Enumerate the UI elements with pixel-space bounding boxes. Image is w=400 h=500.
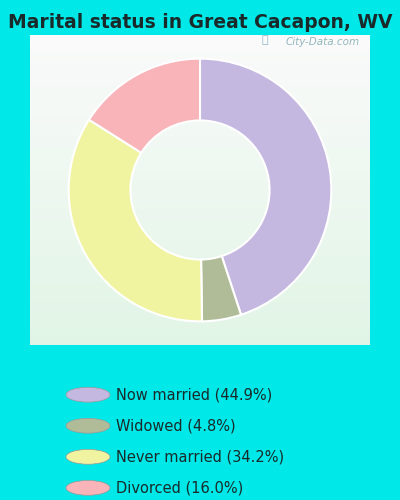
Bar: [30, 256, 370, 260]
Bar: [30, 136, 370, 140]
Text: Widowed (4.8%): Widowed (4.8%): [116, 418, 236, 433]
Wedge shape: [89, 58, 200, 153]
Bar: [30, 148, 370, 152]
Bar: [30, 268, 370, 271]
Bar: [30, 182, 370, 186]
Bar: [30, 86, 370, 89]
Bar: [30, 198, 370, 202]
Text: Marital status in Great Cacapon, WV: Marital status in Great Cacapon, WV: [8, 12, 392, 32]
Bar: [30, 228, 370, 232]
Bar: [30, 252, 370, 256]
Bar: [30, 155, 370, 159]
Bar: [30, 213, 370, 217]
Bar: [30, 310, 370, 314]
Bar: [30, 144, 370, 148]
Bar: [30, 186, 370, 190]
Bar: [30, 217, 370, 221]
Bar: [30, 58, 370, 62]
Bar: [30, 194, 370, 198]
Bar: [30, 152, 370, 155]
Bar: [30, 112, 370, 116]
Bar: [30, 94, 370, 98]
Bar: [30, 306, 370, 310]
Wedge shape: [200, 58, 331, 315]
Bar: [30, 98, 370, 101]
Circle shape: [66, 450, 110, 464]
Bar: [30, 221, 370, 225]
Bar: [30, 337, 370, 340]
Bar: [30, 286, 370, 290]
Bar: [30, 302, 370, 306]
Text: Now married (44.9%): Now married (44.9%): [116, 387, 272, 402]
Wedge shape: [69, 120, 202, 322]
Bar: [30, 101, 370, 105]
Bar: [30, 43, 370, 47]
Bar: [30, 206, 370, 210]
Bar: [30, 260, 370, 264]
Bar: [30, 163, 370, 167]
Bar: [30, 314, 370, 318]
Bar: [30, 82, 370, 86]
Bar: [30, 116, 370, 120]
Bar: [30, 105, 370, 109]
Bar: [30, 325, 370, 329]
Text: City-Data.com: City-Data.com: [286, 37, 360, 47]
Bar: [30, 40, 370, 43]
Bar: [30, 236, 370, 240]
Bar: [30, 36, 370, 40]
Bar: [30, 174, 370, 178]
Circle shape: [66, 388, 110, 402]
Bar: [30, 318, 370, 322]
Bar: [30, 279, 370, 282]
Bar: [30, 120, 370, 124]
Bar: [30, 55, 370, 58]
Bar: [30, 159, 370, 163]
Bar: [30, 51, 370, 55]
Text: ⓘ: ⓘ: [261, 36, 268, 46]
Bar: [30, 190, 370, 194]
Bar: [30, 298, 370, 302]
Bar: [30, 90, 370, 94]
Wedge shape: [201, 256, 241, 322]
Bar: [30, 294, 370, 298]
Bar: [30, 202, 370, 205]
Bar: [30, 167, 370, 170]
Bar: [30, 282, 370, 286]
Bar: [30, 132, 370, 136]
Bar: [30, 210, 370, 213]
Bar: [30, 264, 370, 268]
Bar: [30, 232, 370, 236]
Bar: [30, 109, 370, 112]
Bar: [30, 333, 370, 337]
Bar: [30, 275, 370, 279]
Bar: [30, 244, 370, 248]
Bar: [30, 271, 370, 275]
Bar: [30, 178, 370, 182]
Circle shape: [66, 480, 110, 496]
Bar: [30, 322, 370, 325]
Bar: [30, 78, 370, 82]
Bar: [30, 248, 370, 252]
Bar: [30, 124, 370, 128]
Bar: [30, 140, 370, 143]
Bar: [30, 47, 370, 51]
Bar: [30, 66, 370, 70]
Bar: [30, 290, 370, 294]
Bar: [30, 128, 370, 132]
Bar: [30, 329, 370, 333]
Text: Never married (34.2%): Never married (34.2%): [116, 450, 284, 464]
Bar: [30, 170, 370, 174]
Text: Divorced (16.0%): Divorced (16.0%): [116, 480, 243, 496]
Bar: [30, 74, 370, 78]
Bar: [30, 70, 370, 74]
Bar: [30, 240, 370, 244]
Bar: [30, 340, 370, 344]
Circle shape: [66, 418, 110, 433]
Bar: [30, 225, 370, 228]
Bar: [30, 62, 370, 66]
